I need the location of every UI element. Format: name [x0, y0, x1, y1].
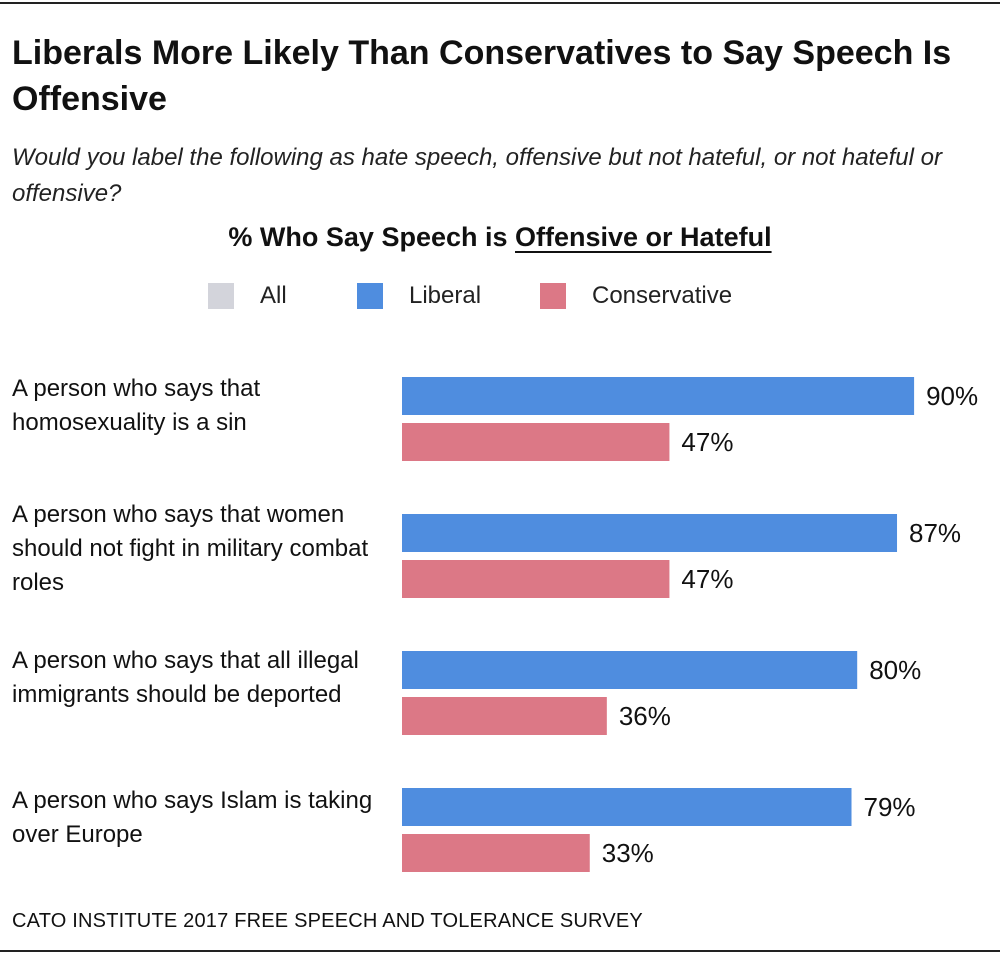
legend-item-liberal: Liberal — [357, 280, 481, 312]
top-rule — [0, 2, 1000, 4]
data-label-conservative: 33% — [602, 838, 654, 868]
category-label: A person who says Islam is taking over E… — [12, 787, 373, 848]
bar-conservative — [402, 560, 670, 598]
chart-heading-emphasis: Offensive or Hateful — [515, 222, 772, 252]
legend-label-liberal: Liberal — [409, 282, 482, 309]
bar-conservative — [402, 697, 607, 735]
legend-swatch-liberal — [357, 283, 383, 309]
chart-subtitle: Would you label the following as hate sp… — [12, 144, 942, 207]
bar-liberal — [402, 788, 852, 826]
legend-label-all: All — [260, 282, 287, 309]
chart-title: Liberals More Likely Than Conservatives … — [12, 34, 952, 118]
category-label: A person who says that homosexuality is … — [12, 375, 261, 436]
data-label-liberal: 90% — [926, 381, 978, 411]
data-label-conservative: 47% — [681, 564, 733, 594]
data-label-liberal: 79% — [864, 792, 916, 822]
bar-liberal — [402, 651, 858, 689]
data-label-liberal: 80% — [869, 655, 921, 685]
bottom-rule — [0, 950, 1000, 952]
bar-conservative — [402, 834, 590, 872]
legend-swatch-conservative — [540, 283, 566, 309]
data-label-conservative: 36% — [619, 701, 671, 731]
bar-liberal — [402, 514, 898, 552]
data-label-conservative: 47% — [681, 427, 733, 457]
bar-conservative — [402, 423, 670, 461]
legend-item-all: All — [208, 280, 287, 312]
chart-heading: % Who Say Speech is Offensive or Hateful — [0, 222, 1000, 253]
chart-heading-prefix: % Who Say Speech is — [228, 222, 516, 252]
legend-item-conservative: Conservative — [540, 280, 732, 312]
category-label: A person who says that women should not … — [12, 501, 369, 596]
data-label-liberal: 87% — [909, 518, 961, 548]
legend-label-conservative: Conservative — [592, 282, 733, 309]
legend-swatch-all — [208, 283, 234, 309]
source-note: CATO INSTITUTE 2017 FREE SPEECH AND TOLE… — [12, 910, 643, 932]
bar-liberal — [402, 377, 915, 415]
category-label: A person who says that all illegal immig… — [12, 647, 359, 708]
